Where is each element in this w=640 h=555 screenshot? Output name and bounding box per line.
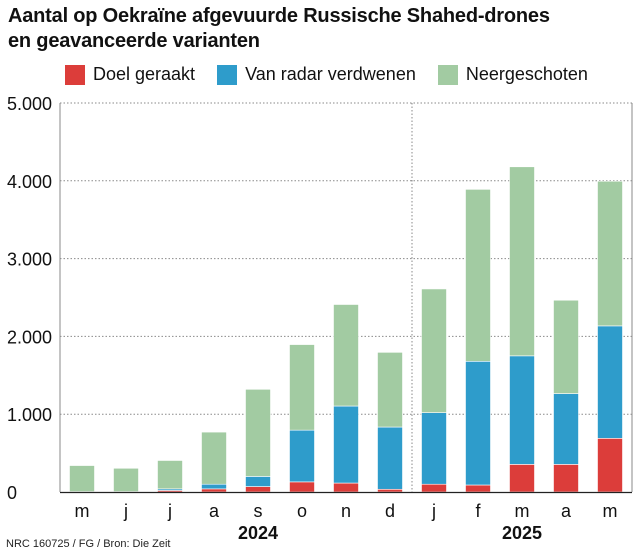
- legend-item-hit: Doel geraakt: [65, 64, 195, 85]
- chart-title-line2: en geavanceerde varianten: [8, 30, 260, 52]
- bar-segment-shot: [597, 180, 623, 327]
- bar-segment-hit: [289, 481, 315, 493]
- bar-segment-hit: [553, 464, 579, 493]
- legend-swatch-radar: [217, 64, 238, 85]
- bar-segment-radar: [597, 325, 623, 439]
- legend-item-shot: Neergeschoten: [437, 64, 588, 85]
- bar-segment-shot: [113, 467, 139, 492]
- x-tick-label: m: [603, 501, 618, 521]
- bar-segment-shot: [333, 304, 359, 407]
- bar-segment-radar: [465, 360, 491, 486]
- legend-label-radar: Van radar verdwenen: [245, 64, 416, 84]
- x-tick-label: f: [475, 501, 481, 521]
- bar-segment-hit: [421, 483, 447, 493]
- year-label: 2025: [502, 523, 542, 543]
- x-tick-label: a: [209, 501, 220, 521]
- bar-segment-radar: [289, 429, 315, 483]
- bar-segment-radar: [333, 405, 359, 484]
- x-tick-label: d: [385, 501, 395, 521]
- bar-segment-hit: [597, 438, 623, 493]
- x-tick-label: o: [297, 501, 307, 521]
- x-tick-label: s: [254, 501, 263, 521]
- bar-segment-hit: [245, 486, 271, 493]
- bar-segment-hit: [465, 484, 491, 493]
- legend-label-shot: Neergeschoten: [465, 64, 588, 84]
- bar-segment-radar: [201, 483, 227, 490]
- x-tick-label: j: [123, 501, 128, 521]
- y-tick-label: 0: [7, 483, 17, 503]
- bar-segment-shot: [201, 431, 227, 485]
- source-note: NRC 160725 / FG / Bron: Die Zeit: [6, 538, 171, 550]
- bar-segment-radar: [421, 412, 447, 485]
- chart-title-line1: Aantal op Oekraïne afgevuurde Russische …: [8, 5, 550, 27]
- bar-segment-shot: [157, 460, 183, 490]
- bar-segment-shot: [69, 465, 95, 492]
- chart-title: Aantal op Oekraïne afgevuurde Russische …: [8, 4, 628, 54]
- bar-segment-shot: [245, 389, 271, 477]
- y-tick-label: 4.000: [7, 172, 52, 192]
- year-label: 2024: [238, 523, 278, 543]
- legend-item-radar: Van radar verdwenen: [217, 64, 416, 85]
- bar-segment-shot: [465, 189, 491, 362]
- y-tick-label: 2.000: [7, 327, 52, 347]
- legend-swatch-hit: [65, 64, 85, 85]
- bar-segment-radar: [553, 393, 579, 465]
- legend-label-hit: Doel geraakt: [93, 64, 196, 84]
- y-tick-label: 5.000: [7, 94, 52, 114]
- x-tick-label: m: [75, 501, 90, 521]
- x-tick-label: j: [167, 501, 172, 521]
- bar-segment-radar: [245, 476, 271, 487]
- bar-segment-hit: [509, 464, 535, 493]
- bar-segment-shot: [553, 299, 579, 394]
- bar-segment-shot: [289, 344, 315, 431]
- y-tick-label: 3.000: [7, 250, 52, 270]
- chart-legend: Doel geraakt Van radar verdwenen Neerges…: [65, 64, 610, 85]
- bar-segment-hit: [333, 482, 359, 493]
- x-tick-label: a: [561, 501, 572, 521]
- bar-segment-hit: [201, 488, 227, 493]
- x-tick-label: m: [515, 501, 530, 521]
- x-tick-label: n: [341, 501, 351, 521]
- legend-swatch-shot: [437, 64, 458, 85]
- bar-segment-shot: [421, 288, 447, 413]
- bar-segment-shot: [509, 166, 535, 357]
- bar-segment-hit: [377, 488, 403, 493]
- bar-segment-shot: [377, 352, 403, 428]
- bar-segment-radar: [509, 355, 535, 465]
- x-tick-label: j: [431, 501, 436, 521]
- bar-segment-radar: [377, 426, 403, 490]
- y-tick-label: 1.000: [7, 405, 52, 425]
